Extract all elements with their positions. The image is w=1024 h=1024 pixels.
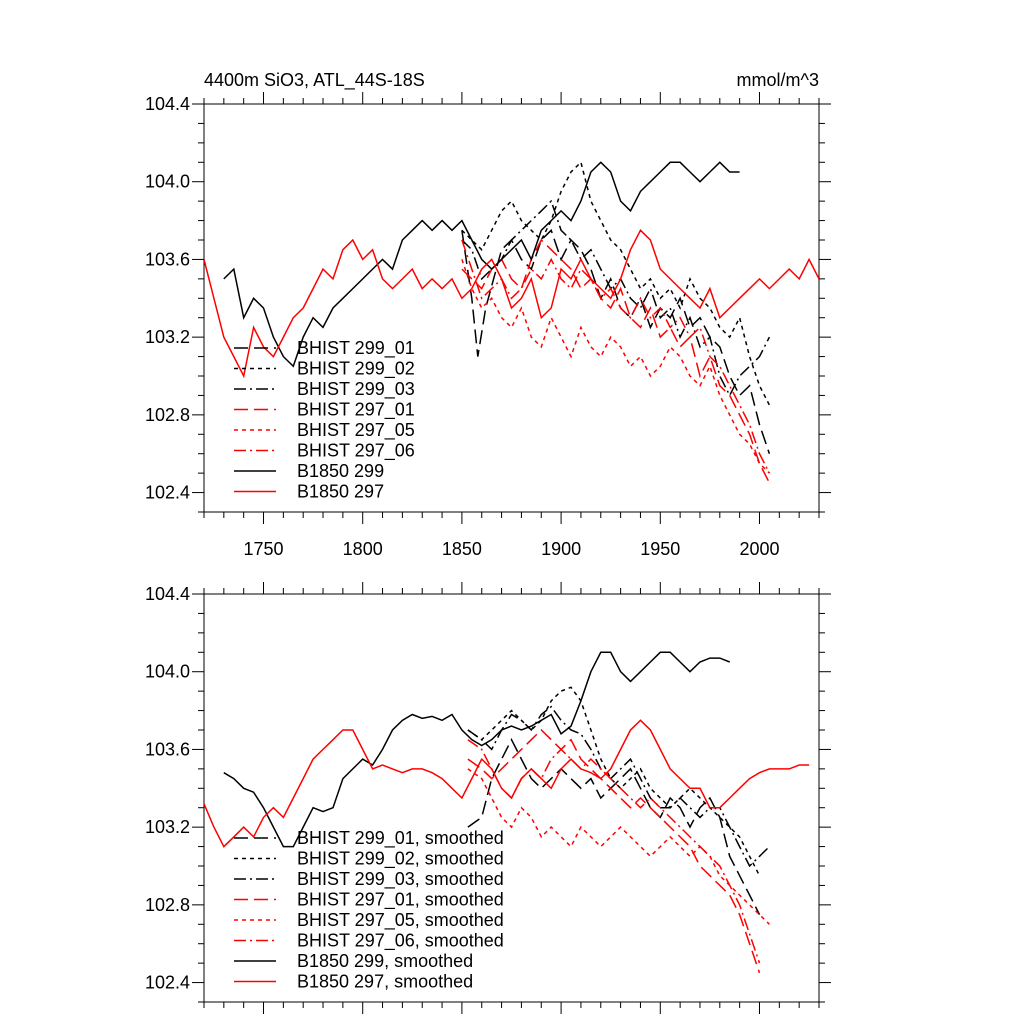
y-tick-label: 104.4 [145, 94, 190, 114]
bottom-panel: 102.4 102.8 103.2 103.6 104.0 104.4 BHIST 299_… [145, 582, 831, 1014]
legend-label: BHIST 299_01 [297, 338, 415, 359]
series-line [204, 719, 810, 848]
series-line [223, 161, 740, 368]
series-line [461, 160, 771, 406]
x-tick-label: 1850 [442, 539, 482, 559]
series-line [461, 259, 770, 474]
series-line [467, 739, 761, 964]
y-tick-label: 102.8 [145, 895, 190, 915]
x-tick-label: 1750 [243, 539, 283, 559]
series-line [467, 686, 761, 877]
legend-label: BHIST 299_02 [297, 359, 415, 380]
legend-label: BHIST 299_03 [297, 379, 415, 400]
series-line [467, 768, 770, 925]
legend-label: B1850 299, smoothed [297, 951, 473, 971]
series-line [461, 239, 771, 474]
legend-label: B1850 297, smoothed [297, 972, 473, 992]
series-line [461, 238, 771, 484]
y-tick-label: 102.8 [145, 405, 190, 425]
legend-label: BHIST 297_01 [297, 400, 415, 421]
legend-label: BHIST 299_03, smoothed [297, 869, 504, 890]
legend-label: B1850 297 [297, 482, 384, 502]
y-tick-label: 103.6 [145, 249, 190, 269]
y-tick-label: 102.4 [145, 483, 190, 503]
legend-label: BHIST 297_05, smoothed [297, 910, 504, 931]
legend-label: BHIST 297_06, smoothed [297, 931, 504, 952]
y-tick-label: 102.4 [145, 973, 190, 993]
series-line [204, 229, 819, 379]
x-tick-label: 1950 [640, 539, 680, 559]
series-line [223, 651, 730, 848]
legend-label: BHIST 299_01, smoothed [297, 828, 504, 849]
chart-title: 4400m SiO3, ATL_44S-18S [204, 70, 425, 91]
y-tick-label: 104.0 [145, 172, 190, 192]
y-tick-label: 103.2 [145, 327, 190, 347]
y-tick-label: 103.2 [145, 817, 190, 837]
legend-label: B1850 299 [297, 461, 384, 481]
plot-frame [203, 593, 820, 1003]
x-tick-label: 2000 [739, 539, 779, 559]
x-tick-label: 1900 [541, 539, 581, 559]
y-tick-label: 104.4 [145, 584, 190, 604]
legend-label: BHIST 297_06 [297, 441, 415, 462]
series-line [467, 728, 761, 974]
legend-label: BHIST 299_02, smoothed [297, 849, 504, 870]
top-panel: 102.4 102.8 103.2 103.6 104.0 104.4 1750 1800 18… [145, 92, 831, 559]
units-label: mmol/m^3 [737, 70, 819, 90]
plot-frame [203, 103, 820, 513]
legend-label: BHIST 297_05 [297, 420, 415, 441]
series-line [461, 199, 771, 398]
y-tick-label: 104.0 [145, 662, 190, 682]
series-line [461, 228, 771, 454]
y-tick-label: 103.6 [145, 739, 190, 759]
x-tick-label: 1800 [343, 539, 383, 559]
legend-label: BHIST 297_01, smoothed [297, 890, 504, 911]
